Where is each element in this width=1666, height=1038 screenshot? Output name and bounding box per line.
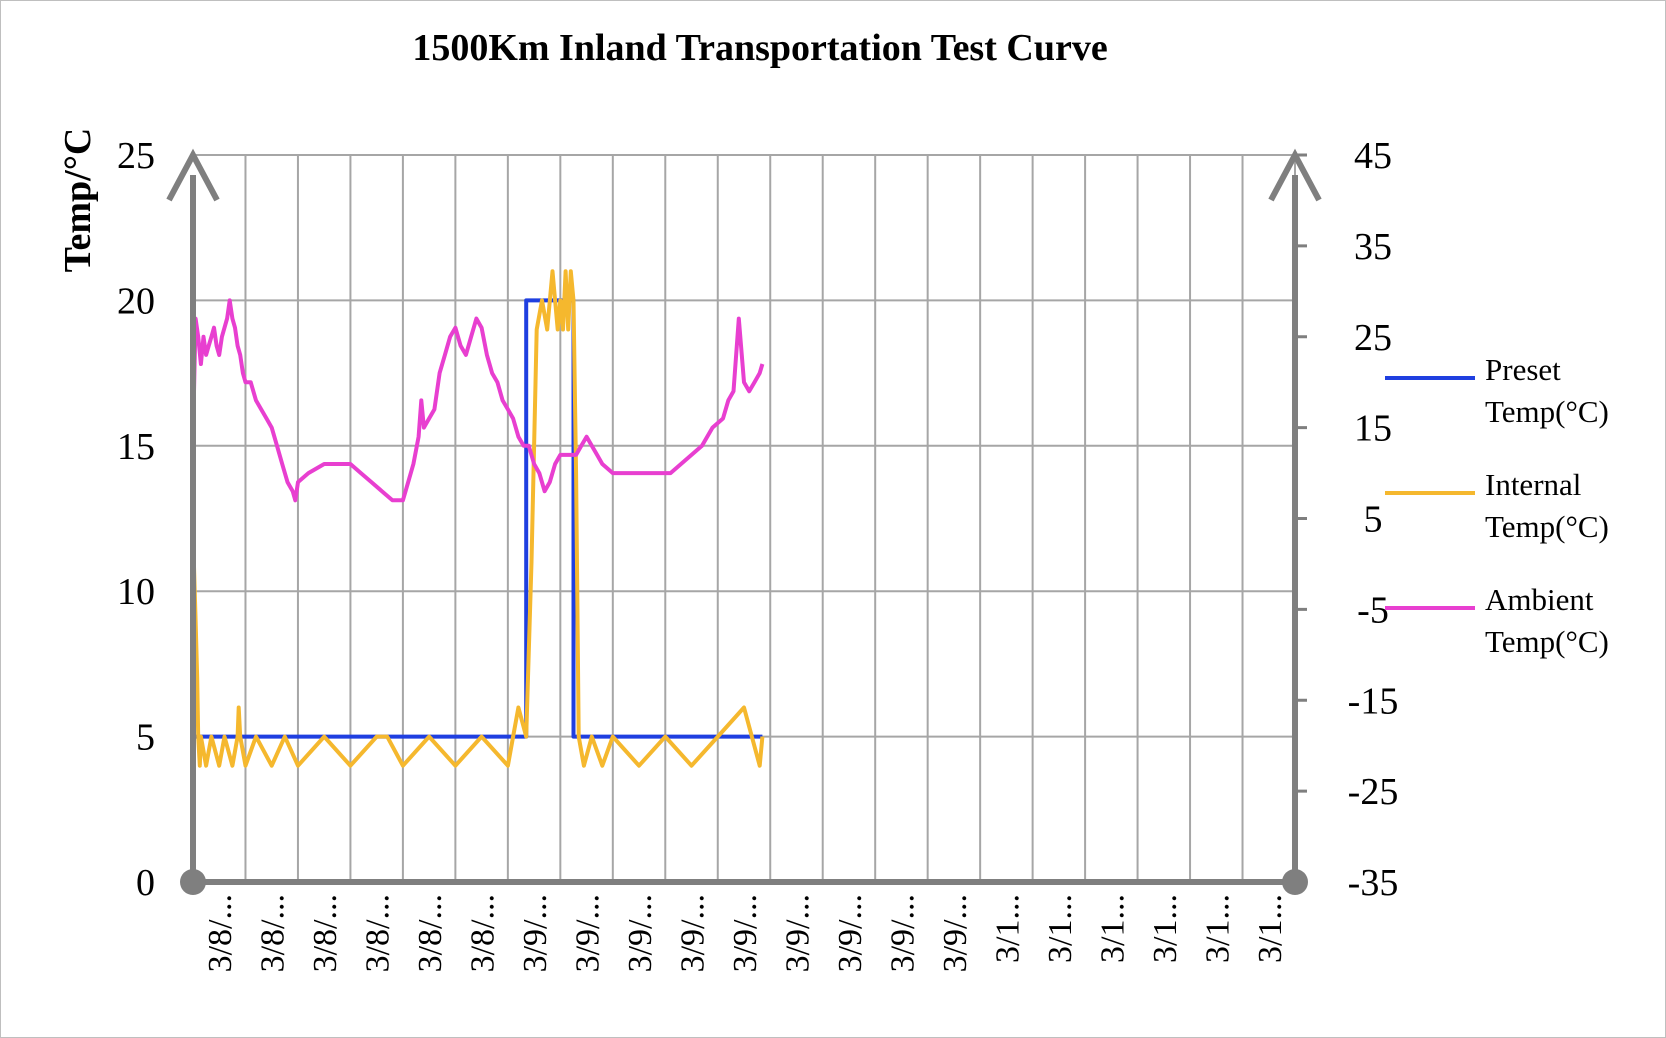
y-axis-arrow-icon [166, 148, 220, 202]
x-tick-label: 3/9/... [517, 894, 554, 972]
x-tick-label: 3/1... [1094, 894, 1131, 963]
series-line-2 [191, 298, 765, 503]
y-tick-label: 0 [136, 862, 155, 904]
y2-tick-label: 25 [1354, 317, 1392, 359]
x-axis-start-dot [180, 869, 206, 895]
x-tick-label: 3/9/... [622, 894, 659, 972]
x-tick-label: 3/8/... [465, 894, 502, 972]
y-tick-label: 25 [117, 135, 155, 177]
y2-tick-label: -5 [1357, 589, 1389, 631]
x-tick-label: 3/8/... [412, 894, 449, 972]
x-tick-label: 3/9/... [779, 894, 816, 972]
axes [166, 148, 1322, 895]
x-tick-label: 3/1... [1147, 894, 1184, 963]
y2-tick-label: 15 [1354, 408, 1392, 450]
x-tick-label: 3/9/... [675, 894, 712, 972]
y2-tick-label: 35 [1354, 226, 1392, 268]
x-tick-label: 3/9/... [570, 894, 607, 972]
legend-label-1: Internal Temp(°C) [1485, 467, 1609, 544]
x-tick-label: 3/8/... [255, 894, 292, 972]
y2-tick-label: -35 [1348, 862, 1399, 904]
x-tick-label: 3/9/... [832, 894, 869, 972]
legend-label-2: Ambient Temp(°C) [1485, 582, 1609, 659]
y2-tick-label: 45 [1354, 135, 1392, 177]
x-tick-label: 3/8/... [307, 894, 344, 972]
y2-tick-label: -15 [1348, 680, 1399, 722]
y-axis-ticks: 0 5 10 15 20 25 [117, 135, 155, 904]
x-axis-ticks: 3/8/... 3/8/... 3/8/... 3/8/... 3/8/... 3/8/.… [202, 894, 1289, 972]
x-tick-label: 3/1... [1042, 894, 1079, 963]
x-tick-label: 3/1... [1199, 894, 1236, 963]
legend-label-0: Preset Temp(°C) [1485, 352, 1609, 429]
y2-axis-ticks: -35 -25 -15 -5 5 15 25 35 45 [1348, 135, 1399, 904]
x-tick-label: 3/9/... [884, 894, 921, 972]
chart-title: 1500Km Inland Transportation Test Curve [412, 27, 1108, 69]
x-tick-label: 3/9/... [727, 894, 764, 972]
x-tick-label: 3/8/... [202, 894, 239, 972]
x-tick-label: 3/1... [1252, 894, 1289, 963]
series-line-1 [191, 269, 765, 768]
gridlines [193, 154, 1296, 883]
series-line-0 [193, 298, 763, 739]
legend: Preset Temp(°C) Internal Temp(°C) Ambient Tem… [1385, 352, 1609, 659]
y2-tick-label: -25 [1348, 771, 1399, 813]
x-tick-label: 3/8/... [360, 894, 397, 972]
y2-tick-label: 5 [1364, 499, 1383, 541]
x-tick-label: 3/9/... [937, 894, 974, 972]
y-tick-label: 20 [117, 280, 155, 322]
y-tick-label: 15 [117, 426, 155, 468]
y-tick-label: 10 [117, 571, 155, 613]
y-tick-label: 5 [136, 717, 155, 759]
series-lines [191, 269, 765, 768]
x-tick-label: 3/1... [989, 894, 1026, 963]
